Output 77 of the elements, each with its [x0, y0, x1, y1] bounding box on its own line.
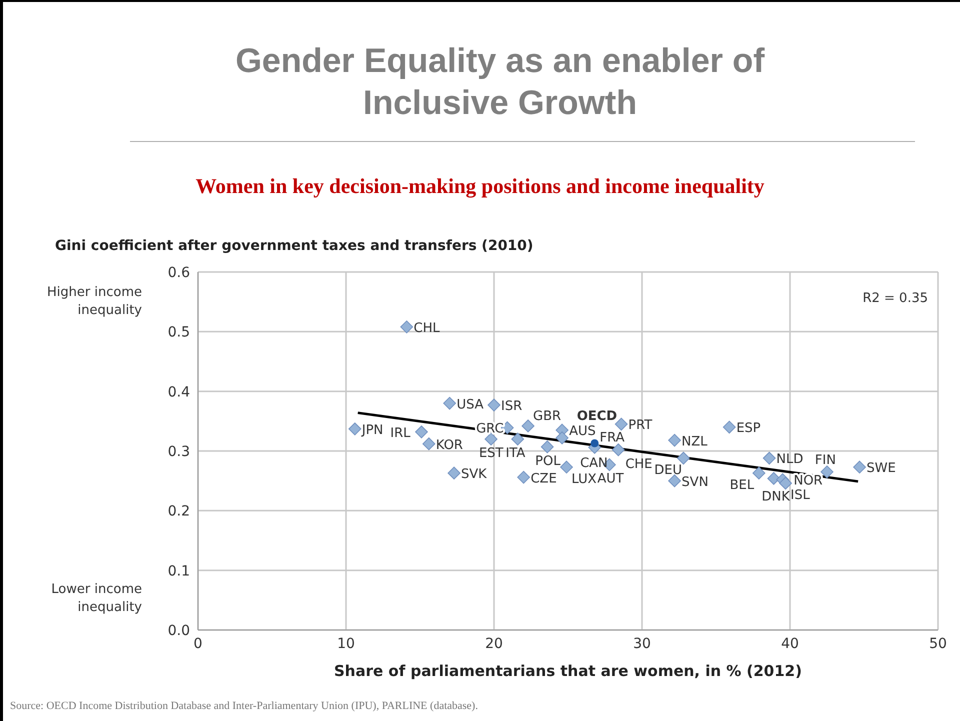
annotation: LUX [572, 472, 597, 488]
y-tick-label: 0.2 [168, 504, 190, 520]
annotation: PRT [628, 418, 652, 434]
y-tick-label: 0.0 [168, 622, 190, 639]
y-tick-label: 0.3 [168, 444, 190, 460]
point [762, 452, 776, 465]
point [590, 439, 599, 448]
annotation: AUT [597, 472, 624, 487]
point [752, 466, 766, 480]
point [668, 474, 681, 488]
x-tick-label: 50 [929, 636, 947, 652]
chart-title: Gender Equality as an enabler of Inclusive Growth [234, 41, 766, 124]
point [853, 460, 866, 474]
y-tick-label: 0.6 [168, 264, 190, 281]
annotation: R2 = 0.35 [862, 291, 928, 306]
annotation: FIN [814, 452, 836, 468]
annotation: SWE [866, 461, 896, 476]
annotation: CZE [530, 471, 557, 486]
annotation: CHE [625, 456, 652, 472]
annotation: FRA [600, 430, 625, 446]
chart-subtitle: Women in key decision-making positions and income inequality [194, 174, 766, 199]
source-note: Source: OECD Income Distribution Database and Inter-Parliamentary Union (IPU), PARLINE (database). [10, 700, 478, 712]
annotation: DEU [654, 463, 682, 478]
annotation: DNK [762, 489, 790, 504]
annotation: NZL [682, 434, 708, 450]
x-axis-title: Share of parliamentarians that are women, in % (2012) [334, 662, 802, 680]
y-axis-title: Gini coefficient after government taxes and transfers (2010) [55, 238, 534, 254]
point [540, 440, 554, 454]
point [348, 422, 362, 436]
annotation: ITA [506, 446, 526, 462]
annotation: SVK [461, 467, 488, 482]
annotation: USA [456, 397, 484, 412]
point [668, 434, 681, 447]
annotation: ISL [790, 488, 811, 504]
y-tick-label: 0.4 [168, 384, 190, 400]
annotation: SVN [682, 474, 708, 490]
point [448, 466, 460, 480]
text: Lower income inequality [50, 581, 142, 617]
point [443, 396, 456, 410]
point [400, 320, 414, 334]
annotation: ISR [501, 399, 522, 414]
text: Higher income inequality [46, 284, 142, 320]
annotation: KOR [436, 438, 463, 453]
y-tick-label: 0.5 [168, 324, 190, 341]
annotation: AUS [569, 424, 596, 440]
x-tick-label: 10 [337, 636, 355, 652]
point [722, 420, 736, 434]
annotation: NLD [776, 452, 804, 468]
point [517, 470, 530, 484]
x-tick-label: 20 [485, 636, 503, 652]
point [820, 465, 834, 478]
point [614, 418, 628, 431]
point [415, 426, 428, 438]
point [422, 437, 436, 450]
annotation: JPN [360, 422, 384, 438]
x-tick-label: 40 [781, 636, 799, 652]
annotation: NOR [794, 474, 823, 489]
annotation: CHL [414, 320, 441, 336]
point [522, 420, 534, 432]
x-tick-label: 0 [194, 636, 202, 652]
annotation: POL [535, 454, 562, 469]
point [556, 431, 568, 444]
annotation: EST [478, 446, 504, 462]
annotation: BEL [730, 478, 755, 494]
point [779, 476, 792, 490]
point [511, 432, 524, 446]
annotation: OECD [576, 409, 618, 424]
y-tick-label: 0.1 [168, 563, 190, 580]
point [560, 460, 573, 474]
annotation: IRL [390, 426, 412, 441]
annotation: ESP [736, 421, 761, 436]
annotation: GBR [533, 408, 562, 424]
annotation: CAN [580, 456, 608, 471]
point [488, 398, 500, 412]
point [612, 443, 625, 456]
point [677, 452, 690, 465]
x-tick-label: 30 [633, 636, 651, 652]
